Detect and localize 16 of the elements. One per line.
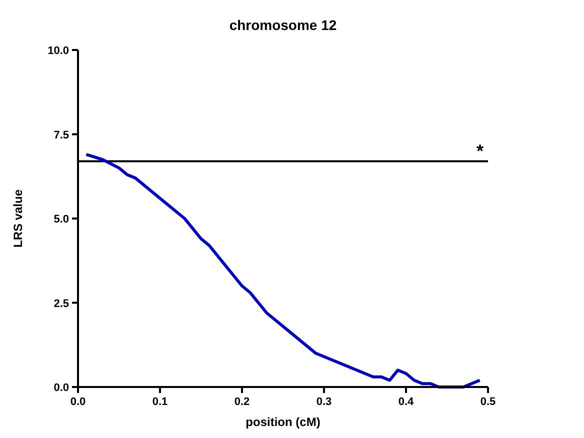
y-tick-label: 7.5 bbox=[54, 129, 69, 142]
x-tick-label: 0.4 bbox=[398, 396, 415, 408]
line-series bbox=[84, 152, 482, 388]
chart-title: chromosome 12 bbox=[229, 17, 337, 33]
y-axis-title: LRS value bbox=[11, 189, 25, 248]
y-tick-label: 10.0 bbox=[48, 45, 69, 57]
x-tick-label: 0.0 bbox=[70, 396, 86, 408]
x-tick-label: 0.1 bbox=[152, 396, 168, 408]
x-tick-label: 0.3 bbox=[316, 396, 332, 408]
y-tick-label: 0.0 bbox=[54, 382, 69, 394]
ref-line-label: * bbox=[476, 141, 484, 162]
x-tick-label: 0.2 bbox=[234, 396, 250, 408]
x-tick-label: 0.5 bbox=[480, 396, 496, 408]
x-axis-title: position (cM) bbox=[246, 415, 320, 429]
y-tick-label: 2.5 bbox=[54, 298, 69, 310]
y-tick-label: 5.0 bbox=[54, 214, 69, 226]
